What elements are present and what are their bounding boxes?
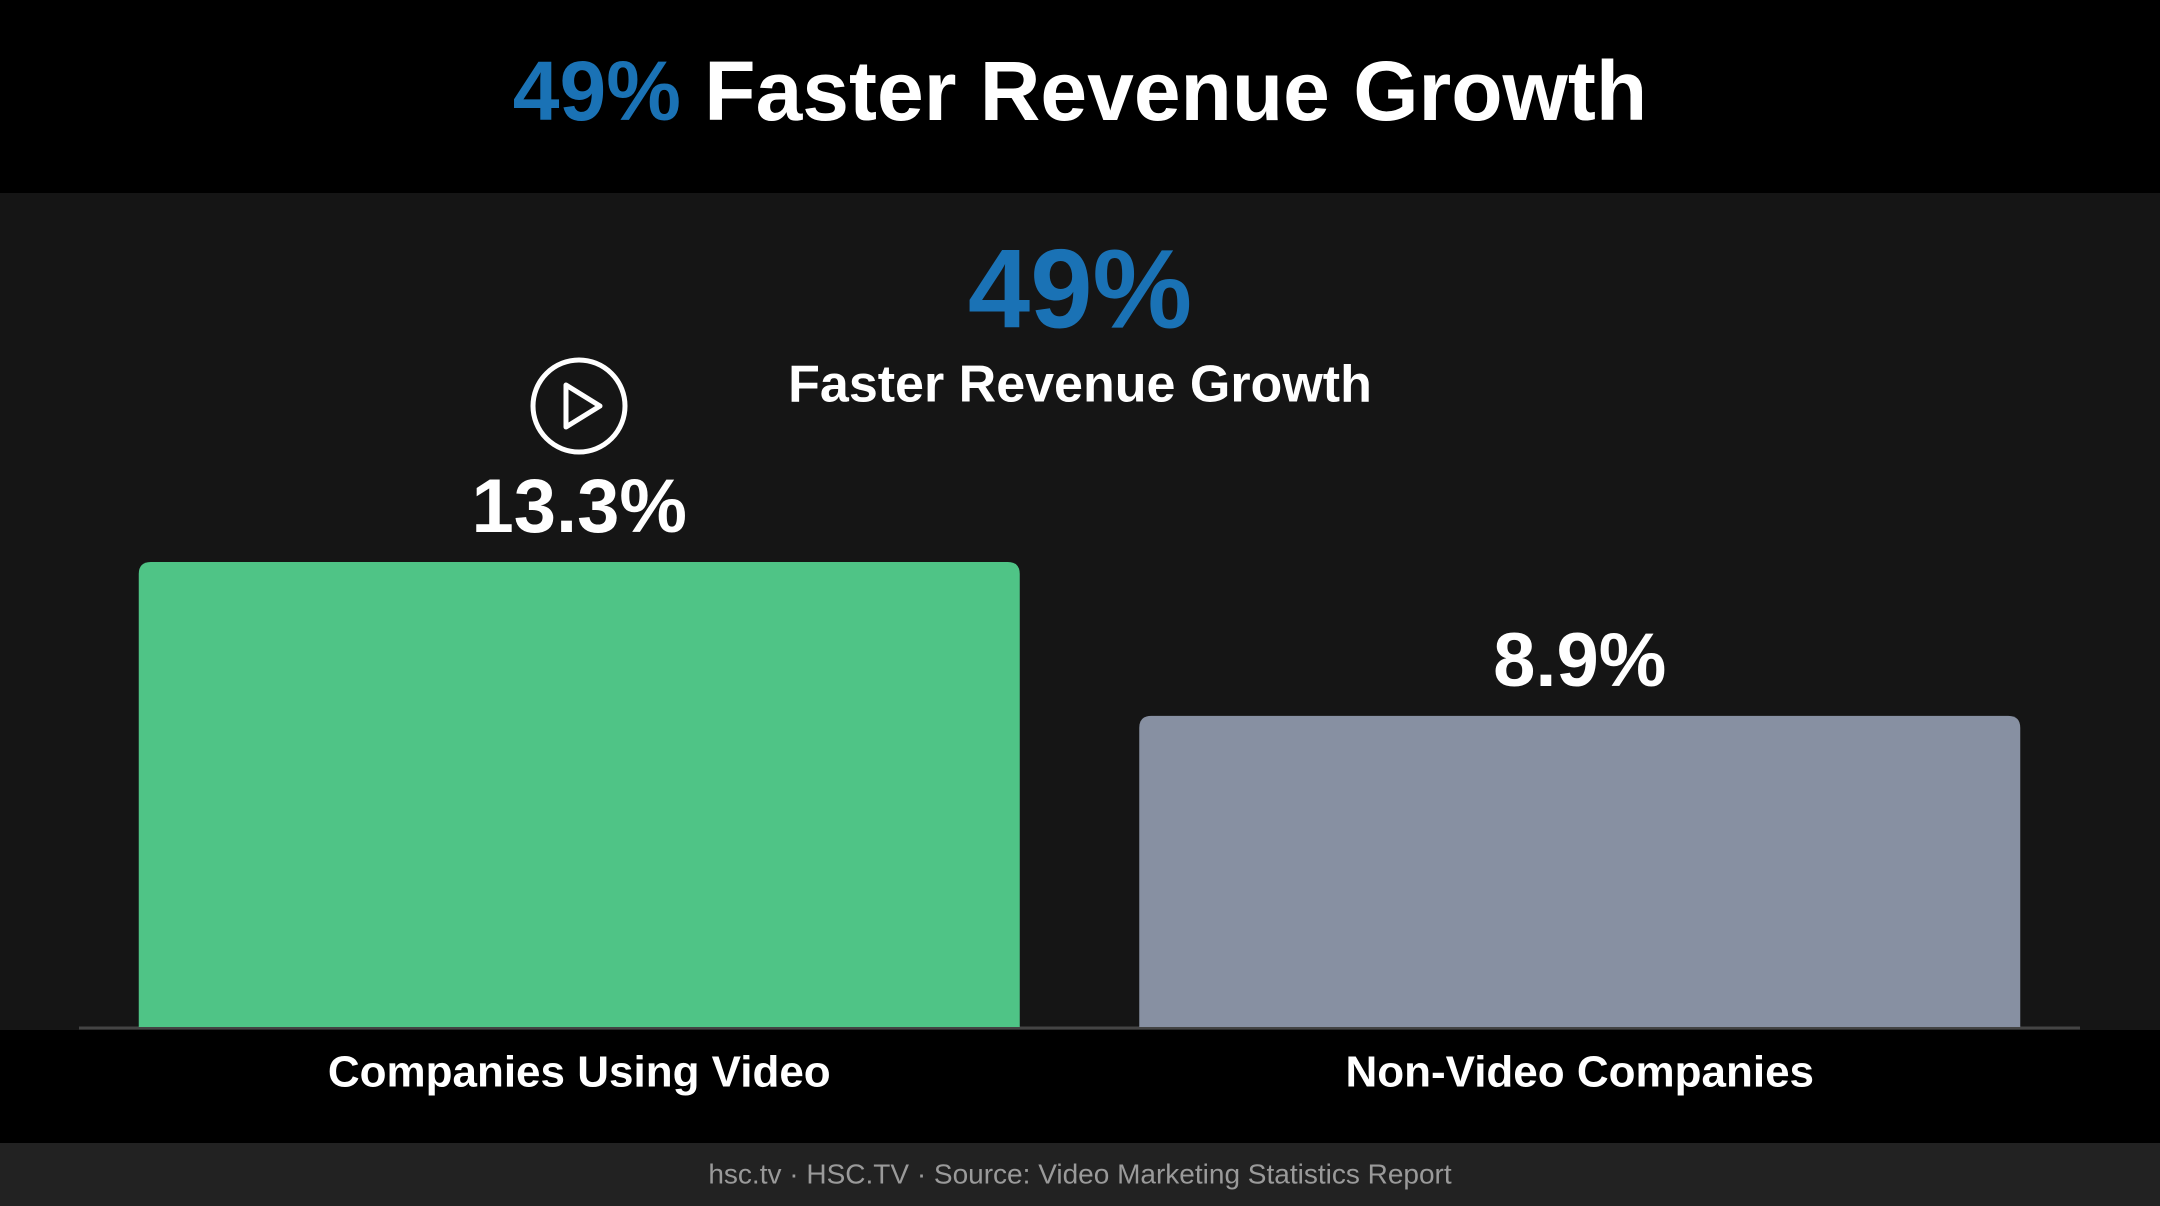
annotation-value: 49% [968, 227, 1192, 352]
annotation-text: Faster Revenue Growth [788, 356, 1372, 414]
footer: hsc.tv · HSC.TV · Source: Video Marketin… [708, 1158, 1452, 1189]
play-icon [530, 357, 628, 455]
chart-title: 49% Faster Revenue Growth [513, 44, 1647, 138]
title-highlight: 49% [513, 44, 681, 138]
bar [1139, 715, 2021, 1027]
title-text: Faster Revenue Growth [704, 44, 1647, 138]
bar [138, 562, 1020, 1027]
value-label: 8.9% [1493, 618, 1666, 703]
value-label: 13.3% [472, 464, 688, 549]
x-tick-label: Companies Using Video [328, 1048, 831, 1097]
header-band [0, 0, 2160, 193]
label-band [0, 1030, 2160, 1143]
footer-band [0, 1143, 2160, 1206]
x-tick-label: Non-Video Companies [1345, 1048, 1814, 1097]
